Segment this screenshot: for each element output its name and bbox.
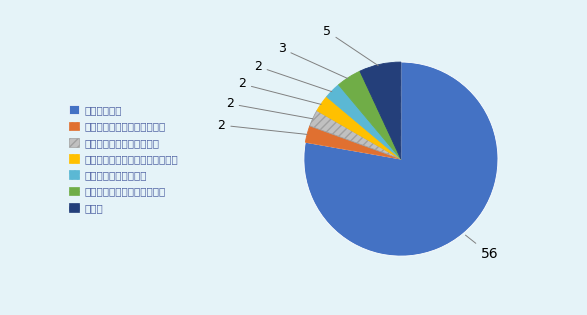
- Wedge shape: [326, 85, 401, 159]
- Wedge shape: [360, 62, 401, 159]
- Text: 5: 5: [323, 25, 378, 66]
- Wedge shape: [304, 62, 498, 256]
- Text: 2: 2: [238, 77, 321, 104]
- Text: 2: 2: [254, 60, 332, 92]
- Text: 3: 3: [278, 42, 348, 78]
- Text: 2: 2: [217, 119, 307, 135]
- Wedge shape: [310, 111, 401, 159]
- Wedge shape: [305, 126, 401, 159]
- Wedge shape: [317, 97, 401, 159]
- Text: 56: 56: [465, 235, 498, 261]
- Text: 2: 2: [226, 97, 313, 119]
- Legend: 退避予定なし, 家族のみ退避（日本等国外）, 駐在員の一部退避（州外）, 駐在員の一部退避（日本等国外）, 全駐在員退避（州外）, 全駐在員退避（日本等国外）,: 退避予定なし, 家族のみ退避（日本等国外）, 駐在員の一部退避（州外）, 駐在員…: [69, 105, 178, 213]
- Wedge shape: [339, 71, 401, 159]
